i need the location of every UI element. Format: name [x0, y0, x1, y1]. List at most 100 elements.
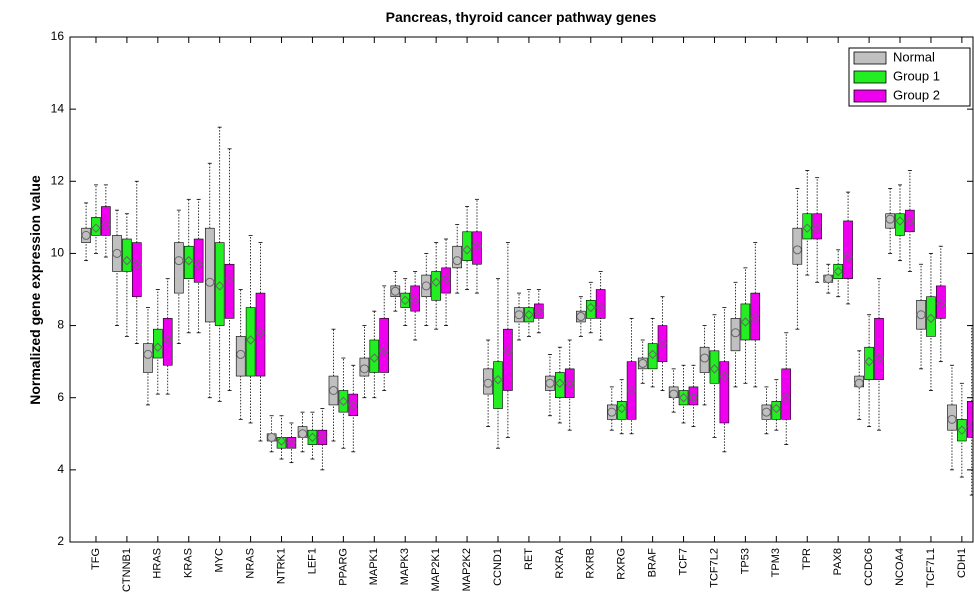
median-marker [957, 425, 967, 435]
median-marker [719, 371, 730, 381]
median-marker [771, 403, 782, 414]
median-marker [276, 436, 287, 446]
median-marker [709, 364, 720, 374]
median-marker [441, 273, 451, 284]
x-tick-label: RXRG [616, 548, 628, 580]
median-marker [616, 403, 627, 414]
median-marker [802, 223, 812, 233]
median-marker [524, 310, 534, 320]
median-marker [864, 356, 874, 367]
median-marker [224, 273, 235, 284]
x-tick-label: TP53 [739, 548, 751, 574]
median-marker [245, 335, 256, 345]
median-marker [781, 393, 791, 403]
legend-label: Group 2 [893, 87, 940, 102]
legend-swatch [853, 51, 887, 65]
median-marker [122, 255, 132, 266]
median-marker [688, 393, 699, 403]
median-marker [472, 241, 482, 251]
x-tick-label: TPR [801, 548, 813, 570]
median-marker [91, 223, 101, 233]
x-tick-label: TFG [90, 548, 102, 570]
x-tick-label: RET [523, 548, 535, 570]
x-tick-label: RXRA [554, 547, 566, 578]
median-marker [338, 396, 349, 407]
median-marker [885, 214, 895, 224]
median-marker [626, 385, 637, 396]
legend-label: Normal [893, 49, 935, 64]
median-marker [926, 313, 936, 324]
median-marker [483, 378, 493, 388]
median-marker [669, 389, 679, 399]
median-marker [730, 328, 740, 338]
median-marker [916, 310, 926, 320]
x-tick-label: TCF7L1 [925, 548, 937, 588]
median-marker [452, 256, 462, 266]
median-marker [761, 407, 771, 417]
box [379, 318, 389, 373]
median-marker [534, 306, 544, 316]
median-marker [184, 255, 194, 266]
median-marker [823, 274, 833, 284]
median-marker [503, 346, 513, 356]
median-marker [874, 353, 884, 363]
x-tick-label: MAP2K1 [430, 548, 442, 591]
median-marker [565, 378, 575, 388]
x-tick-label: MAPK1 [368, 548, 380, 585]
median-marker [101, 219, 111, 230]
y-axis-label: Normalized gene expression value [27, 175, 43, 405]
median-marker [833, 266, 843, 277]
median-marker [267, 432, 277, 442]
box [874, 318, 884, 380]
y-tick-label: 8 [57, 318, 64, 332]
median-marker [843, 252, 853, 262]
median-marker [298, 429, 308, 439]
median-marker [112, 248, 122, 258]
x-tick-label: TPM3 [770, 548, 782, 577]
median-marker [514, 310, 524, 320]
box [131, 242, 142, 298]
box [174, 242, 184, 294]
x-tick-label: TCF7L2 [708, 548, 720, 588]
median-marker [205, 277, 215, 287]
median-marker [153, 342, 163, 352]
median-marker [936, 299, 946, 309]
x-tick-label: KRAS [183, 548, 195, 578]
x-tick-label: HRAS [152, 548, 164, 579]
x-tick-label: MAPK3 [399, 548, 411, 585]
x-tick-label: MAP2K2 [461, 548, 473, 591]
x-tick-label: PAX8 [832, 548, 844, 575]
y-tick-label: 14 [51, 101, 65, 115]
x-tick-label: LEF1 [306, 548, 318, 574]
legend: Normal Group 1 Group 2 [848, 47, 971, 107]
median-marker [193, 259, 204, 269]
median-marker [905, 216, 915, 226]
y-tick-label: 16 [51, 29, 65, 43]
x-tick-label: BRAF [647, 548, 659, 578]
median-marker [379, 346, 389, 356]
median-marker [545, 378, 555, 388]
median-marker [348, 400, 358, 410]
median-marker [595, 302, 606, 313]
legend-swatch [853, 89, 887, 103]
median-marker [307, 432, 318, 443]
x-tick-label: NCOA4 [894, 548, 906, 586]
box [122, 238, 132, 272]
median-marker [328, 386, 338, 395]
legend-swatch [853, 70, 887, 84]
median-marker [586, 302, 596, 313]
box [719, 361, 730, 424]
box [843, 220, 853, 279]
x-tick-label: TCF7 [677, 548, 689, 576]
plot-area [81, 126, 973, 496]
median-marker [493, 374, 503, 385]
box [204, 227, 215, 323]
median-marker [317, 432, 328, 443]
x-tick-label: RXRB [585, 548, 597, 579]
box [503, 328, 513, 391]
x-tick-label: CCND1 [492, 548, 504, 586]
median-marker [174, 256, 184, 266]
median-marker [236, 349, 246, 359]
